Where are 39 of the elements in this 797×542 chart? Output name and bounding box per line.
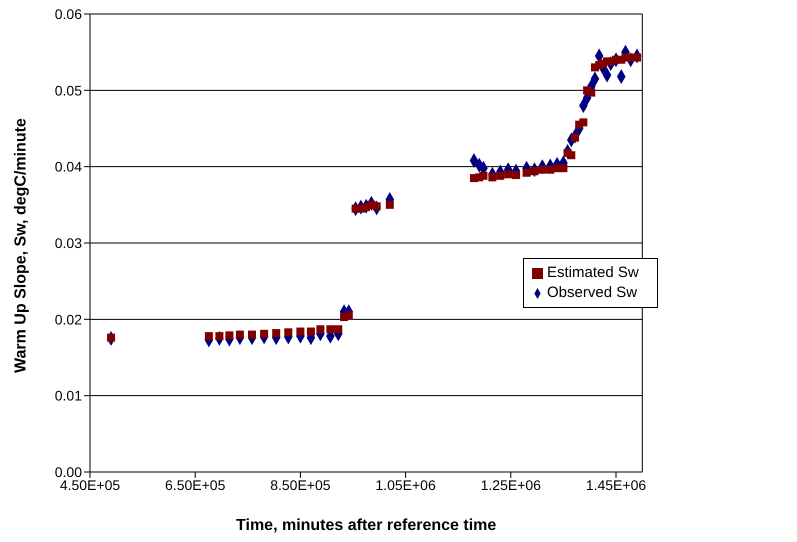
point [204,332,213,340]
y-tick-label: 0.05 [54,82,82,98]
point [372,202,381,210]
point [579,118,588,126]
point [344,312,353,320]
point [512,171,520,180]
point [316,325,324,334]
point [488,173,496,182]
point [530,167,538,176]
legend-label: Estimated Sw [547,264,639,281]
point [522,168,531,177]
y-tick-label: 0.02 [54,311,82,328]
x-tick-label: 1.45E+06 [586,476,646,493]
y-tick-label: 0.01 [54,388,82,404]
point [284,328,292,336]
y-tick-label: 0.03 [54,234,82,251]
point [504,170,512,178]
point [570,134,579,142]
point [334,325,342,334]
point [559,164,568,172]
y-tick-label: 0.04 [54,158,82,175]
y-axis-title: Warm Up Slope, Sw, degC/minute [12,118,30,373]
x-tick-label: 1.25E+06 [480,476,542,493]
point [479,172,488,180]
point [538,166,546,174]
point [587,88,596,97]
x-axis-title: Time, minutes after reference time [236,517,496,534]
point [386,200,394,209]
y-tick-label: 0.06 [54,6,82,22]
point [326,325,334,334]
point [272,329,280,338]
point [306,328,315,336]
point [496,172,504,180]
point [225,331,234,340]
point [296,328,304,336]
x-tick-label: 1.05E+06 [375,476,436,493]
x-tick-label: 8.50E+05 [270,476,331,493]
legend-label: Observed Sw [547,284,638,301]
x-tick-label: 6.50E+05 [165,476,226,493]
